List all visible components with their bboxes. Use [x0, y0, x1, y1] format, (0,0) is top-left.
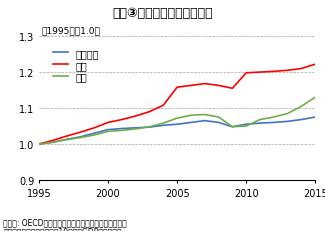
米国 — [175, 86, 179, 89]
ユーロ圏 — [37, 143, 41, 146]
ユーロ圏 — [230, 126, 234, 129]
日本 — [120, 129, 124, 132]
Line: ユーロ圏: ユーロ圏 — [39, 118, 315, 144]
ユーロ圏 — [175, 123, 179, 126]
ユーロ圏 — [65, 138, 69, 141]
米国 — [79, 131, 83, 134]
米国 — [313, 64, 317, 66]
Line: 日本: 日本 — [39, 98, 315, 144]
ユーロ圏 — [92, 132, 96, 135]
ユーロ圏 — [203, 120, 207, 122]
ユーロ圏 — [313, 116, 317, 119]
米国 — [258, 71, 262, 74]
ユーロ圏 — [106, 129, 110, 131]
日本 — [79, 137, 83, 139]
日本 — [300, 105, 304, 108]
日本 — [244, 125, 248, 128]
日本 — [216, 116, 220, 119]
日本 — [37, 143, 41, 146]
米国 — [51, 140, 55, 142]
Text: 図表③　全要素生産性の変化: 図表③ 全要素生産性の変化 — [112, 7, 213, 20]
ユーロ圏 — [216, 122, 220, 124]
米国 — [120, 119, 124, 122]
ユーロ圏 — [189, 122, 193, 124]
日本 — [134, 128, 138, 131]
日本 — [161, 122, 165, 125]
米国 — [65, 135, 69, 138]
ユーロ圏 — [134, 127, 138, 130]
Legend: ユーロ圏, 米国, 日本: ユーロ圏, 米国, 日本 — [49, 45, 103, 86]
ユーロ圏 — [51, 141, 55, 144]
米国 — [92, 127, 96, 130]
日本 — [230, 126, 234, 129]
日本 — [313, 97, 317, 99]
ユーロ圏 — [272, 122, 276, 124]
米国 — [37, 143, 41, 146]
日本 — [65, 139, 69, 141]
米国 — [216, 85, 220, 87]
日本 — [106, 131, 110, 133]
日本 — [51, 141, 55, 144]
米国 — [230, 88, 234, 90]
日本 — [92, 134, 96, 137]
ユーロ圏 — [258, 122, 262, 125]
米国 — [106, 122, 110, 124]
日本 — [286, 112, 290, 115]
米国 — [203, 83, 207, 86]
ユーロ圏 — [161, 124, 165, 127]
日本 — [175, 117, 179, 120]
米国 — [286, 70, 290, 72]
Line: 米国: 米国 — [39, 65, 315, 144]
Text: （出所: OECDより住友商事グローバルリサーチ作成）: （出所: OECDより住友商事グローバルリサーチ作成） — [3, 217, 127, 226]
米国 — [244, 72, 248, 75]
米国 — [189, 85, 193, 87]
米国 — [134, 115, 138, 118]
米国 — [161, 104, 165, 107]
ユーロ圏 — [120, 128, 124, 130]
ユーロ圏 — [79, 136, 83, 139]
米国 — [300, 68, 304, 71]
ユーロ圏 — [148, 126, 151, 129]
ユーロ圏 — [244, 123, 248, 126]
Text: （1995年＝1.0）: （1995年＝1.0） — [42, 27, 101, 36]
米国 — [272, 71, 276, 73]
日本 — [272, 116, 276, 119]
米国 — [148, 111, 151, 114]
Text: 注　ユーロ圏は利用可能な10か国のGDP加重平均値: 注 ユーロ圏は利用可能な10か国のGDP加重平均値 — [3, 227, 122, 231]
ユーロ圏 — [286, 120, 290, 123]
日本 — [203, 114, 207, 116]
ユーロ圏 — [300, 119, 304, 122]
日本 — [189, 114, 193, 117]
日本 — [148, 126, 151, 129]
日本 — [258, 119, 262, 122]
